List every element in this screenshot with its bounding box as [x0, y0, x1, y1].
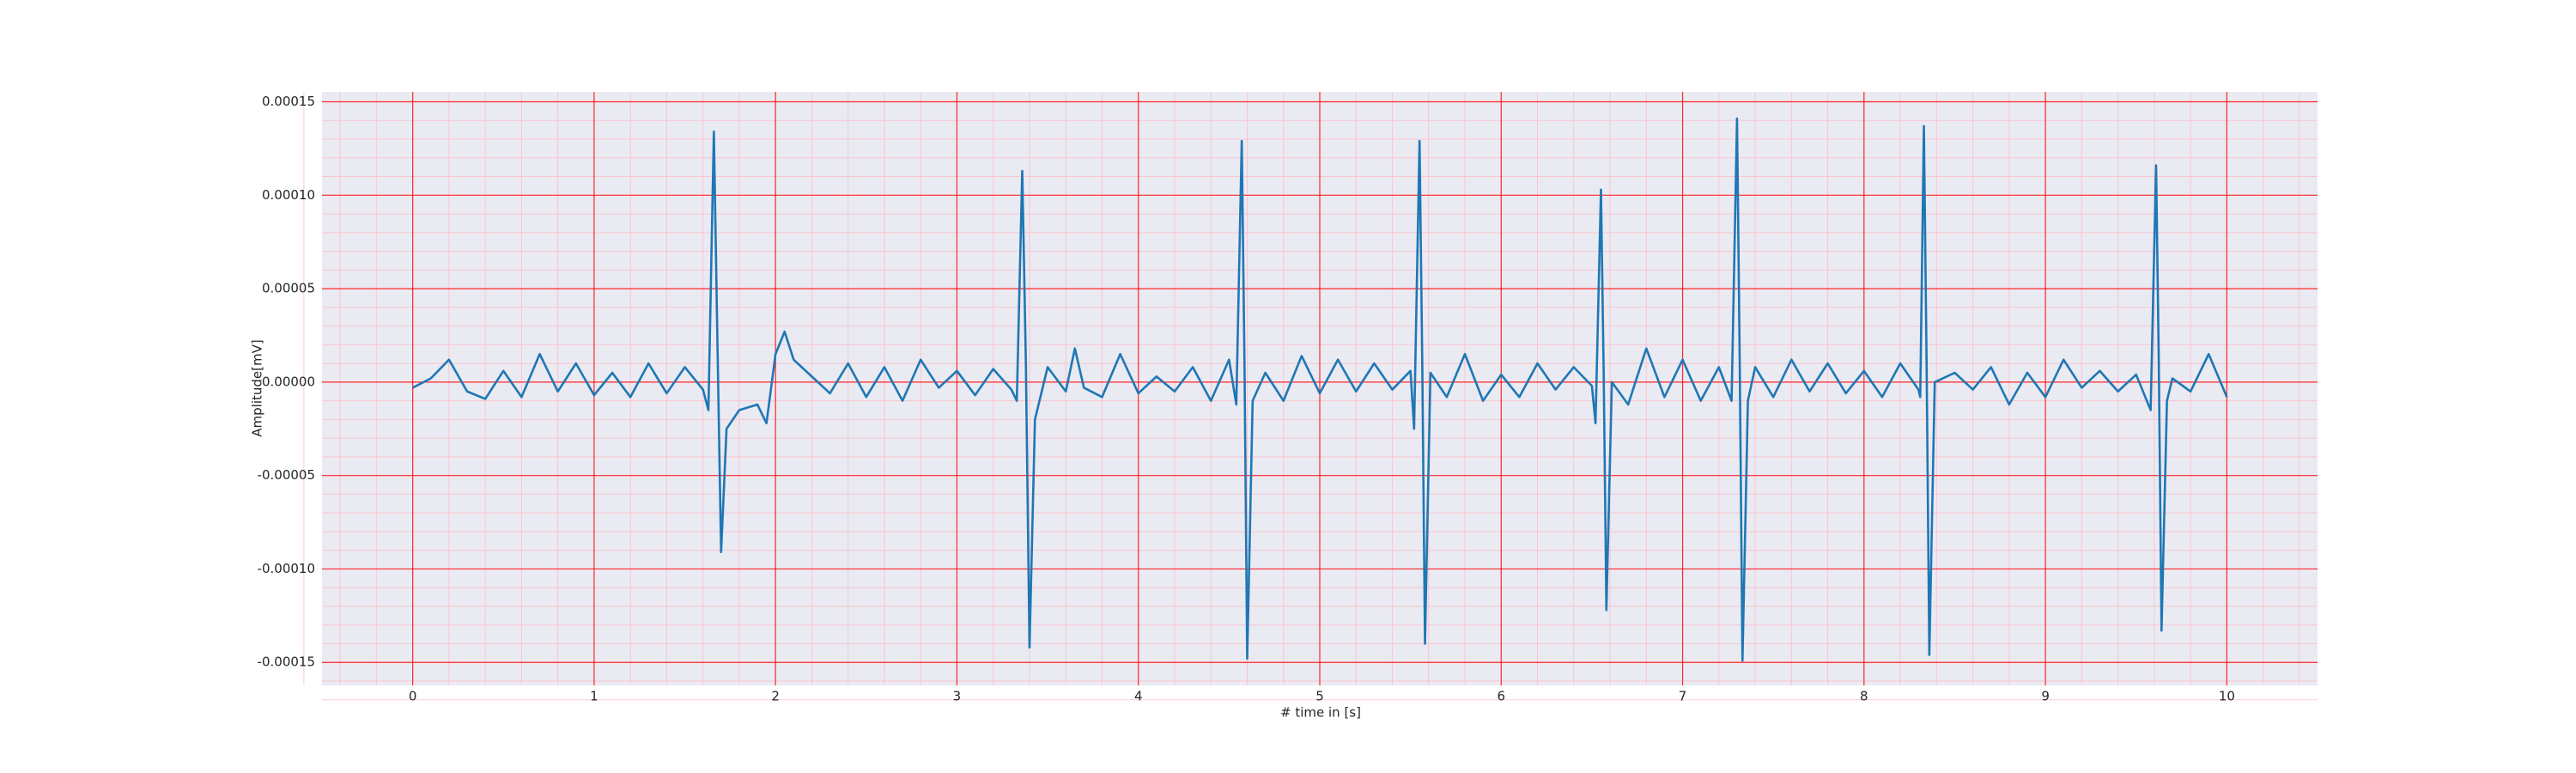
x-tick-label: 7	[1679, 689, 1687, 704]
y-axis-label: Amplitude[mV]	[250, 339, 265, 436]
x-tick-label: 3	[953, 689, 962, 704]
x-tick-label: 6	[1497, 689, 1505, 704]
y-tick-label: 0.00000	[262, 374, 315, 389]
y-tick-label: 0.00010	[262, 187, 315, 203]
x-tick-label: 4	[1134, 689, 1143, 704]
x-tick-label: 10	[2219, 689, 2235, 704]
x-tick-label: 5	[1315, 689, 1324, 704]
y-tick-label: -0.00005	[258, 467, 315, 483]
x-tick-label: 2	[771, 689, 780, 704]
y-tick-label: -0.00015	[258, 654, 315, 670]
y-tick-label: 0.00015	[262, 94, 315, 109]
y-tick-label: -0.00010	[258, 561, 315, 576]
x-tick-label: 8	[1860, 689, 1868, 704]
x-axis-label: # time in [s]	[1280, 705, 1361, 721]
x-tick-label: 0	[409, 689, 417, 704]
line-series	[412, 117, 2228, 662]
x-tick-label: 1	[590, 689, 598, 704]
x-tick-label: 9	[2041, 689, 2050, 704]
y-tick-label: 0.00005	[262, 281, 315, 296]
